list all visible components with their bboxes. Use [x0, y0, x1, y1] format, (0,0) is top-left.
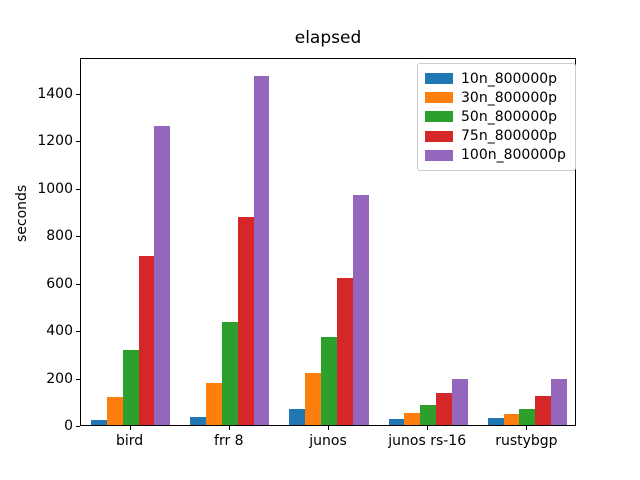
x-tick-label: junos rs-16: [388, 433, 467, 449]
chart-title: elapsed: [294, 28, 362, 48]
y-tick-mark: [76, 378, 80, 380]
bar: [205, 383, 222, 425]
legend-label: 10n_800000p: [461, 70, 558, 87]
bar: [138, 256, 155, 425]
bar: [90, 420, 107, 425]
legend-entry: 50n_800000p: [425, 107, 566, 126]
bar: [321, 337, 337, 425]
x-tick-mark: [427, 426, 429, 430]
legend-entry: 10n_800000p: [425, 69, 566, 88]
legend-swatch: [425, 73, 453, 85]
bar: [388, 418, 405, 425]
x-tick-label: frr 8: [214, 433, 244, 449]
y-tick-label: 1400: [37, 85, 73, 102]
x-tick-mark: [129, 426, 131, 430]
y-tick-label: 1000: [37, 180, 73, 197]
x-tick-label: rustybgp: [495, 433, 558, 449]
bar: [221, 322, 238, 425]
legend-swatch: [425, 92, 453, 104]
bar: [420, 404, 437, 425]
bar: [452, 378, 468, 425]
y-tick-mark: [76, 331, 80, 333]
y-tick-label: 200: [46, 370, 73, 387]
legend-label: 30n_800000p: [461, 89, 558, 106]
y-tick-mark: [76, 236, 80, 238]
y-tick-mark: [76, 426, 80, 427]
bar: [289, 408, 306, 425]
bar: [336, 278, 353, 425]
bar: [487, 417, 504, 425]
x-tick-mark: [526, 426, 528, 430]
y-tick-label: 400: [46, 323, 73, 340]
x-tick-label: bird: [116, 433, 144, 449]
bar: [237, 216, 254, 425]
y-tick-mark: [76, 141, 80, 143]
bar: [436, 392, 452, 425]
y-tick-mark: [76, 283, 80, 285]
bar: [519, 408, 536, 425]
bar: [154, 125, 171, 425]
y-tick-mark: [76, 93, 80, 95]
legend-entry: 30n_800000p: [425, 88, 566, 107]
y-tick-label: 800: [46, 228, 73, 245]
legend-label: 75n_800000p: [461, 128, 558, 145]
legend-swatch: [425, 111, 453, 123]
legend-label: 100n_800000p: [461, 147, 566, 164]
y-tick-label: 1200: [37, 133, 73, 150]
bar: [253, 75, 270, 425]
y-tick-mark: [76, 188, 80, 190]
legend-entry: 75n_800000p: [425, 127, 566, 146]
bar: [122, 350, 139, 425]
bar: [190, 417, 206, 425]
legend-label: 50n_800000p: [461, 108, 558, 125]
y-tick-label: 600: [46, 275, 73, 292]
legend-entry: 100n_800000p: [425, 146, 566, 165]
bar: [404, 412, 421, 425]
bar: [551, 378, 568, 425]
bar: [535, 396, 552, 425]
legend-swatch: [425, 130, 453, 142]
bar: [352, 194, 369, 425]
bar: [305, 372, 322, 425]
bar: [503, 413, 520, 425]
legend: 10n_800000p 30n_800000p 50n_800000p 75n_800…: [417, 63, 576, 171]
x-tick-label: junos: [309, 433, 347, 449]
y-tick-label: 0: [64, 418, 73, 434]
bar: [106, 397, 123, 425]
legend-swatch: [425, 149, 453, 161]
x-tick-mark: [228, 426, 230, 430]
x-tick-mark: [328, 426, 329, 430]
